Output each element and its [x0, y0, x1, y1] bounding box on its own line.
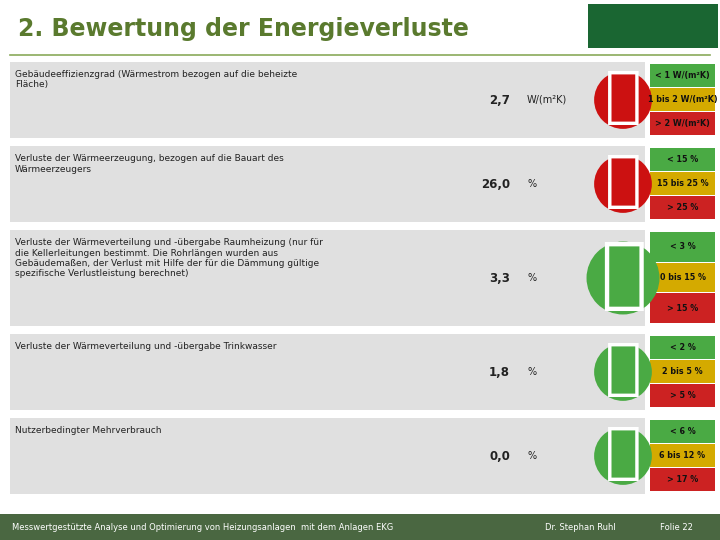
Text: 👍: 👍 [605, 340, 642, 399]
FancyBboxPatch shape [650, 293, 715, 323]
Text: %: % [527, 367, 536, 377]
FancyBboxPatch shape [650, 262, 715, 292]
Text: Verluste der Wärmeverteilung und -übergabe Trinkwasser: Verluste der Wärmeverteilung und -überga… [15, 342, 276, 351]
Text: 6 bis 12 %: 6 bis 12 % [660, 451, 706, 460]
Text: 2,7: 2,7 [489, 93, 510, 106]
Circle shape [594, 343, 652, 401]
Text: %: % [527, 179, 536, 189]
FancyBboxPatch shape [650, 112, 715, 135]
Text: > 15 %: > 15 % [667, 303, 698, 313]
FancyBboxPatch shape [0, 0, 720, 518]
Text: 26,0: 26,0 [481, 178, 510, 191]
FancyBboxPatch shape [10, 146, 645, 222]
Text: Nutzerbedingter Mehrverbrauch: Nutzerbedingter Mehrverbrauch [15, 426, 161, 435]
Circle shape [594, 71, 652, 129]
FancyBboxPatch shape [650, 172, 715, 195]
FancyBboxPatch shape [10, 62, 645, 138]
Text: > 5 %: > 5 % [670, 391, 696, 400]
FancyBboxPatch shape [10, 334, 645, 410]
Text: Wärmeerzeugers: Wärmeerzeugers [15, 165, 92, 173]
FancyBboxPatch shape [650, 64, 715, 87]
Circle shape [587, 241, 660, 314]
Text: Dr. Stephan Ruhl: Dr. Stephan Ruhl [545, 523, 616, 531]
Text: 1 bis 2 W/(m²K): 1 bis 2 W/(m²K) [648, 95, 717, 104]
Text: Verluste der Wärmeerzeugung, bezogen auf die Bauart des: Verluste der Wärmeerzeugung, bezogen auf… [15, 154, 284, 163]
FancyBboxPatch shape [650, 88, 715, 111]
Text: 2 bis 5 %: 2 bis 5 % [662, 367, 703, 376]
FancyBboxPatch shape [588, 4, 718, 48]
Text: W/(m²K): W/(m²K) [527, 95, 567, 105]
Circle shape [594, 155, 652, 213]
Text: < 2 %: < 2 % [670, 343, 696, 352]
Circle shape [594, 427, 652, 485]
Text: Gebäudemaßen, der Verlust mit Hilfe der für die Dämmung gültige: Gebäudemaßen, der Verlust mit Hilfe der … [15, 259, 319, 268]
FancyBboxPatch shape [650, 148, 715, 171]
FancyBboxPatch shape [650, 336, 715, 359]
Text: 15 bis 25 %: 15 bis 25 % [657, 179, 708, 188]
FancyBboxPatch shape [650, 196, 715, 219]
Text: 2. Bewertung der Energieverluste: 2. Bewertung der Energieverluste [18, 17, 469, 41]
Text: 3,3: 3,3 [489, 272, 510, 285]
Text: %: % [527, 273, 536, 283]
Text: Folie 22: Folie 22 [660, 523, 693, 531]
Text: 0 bis 15 %: 0 bis 15 % [660, 273, 706, 282]
Text: 👍: 👍 [605, 424, 642, 483]
Text: Messwertgestützte Analyse und Optimierung von Heizungsanlagen  mit dem Anlagen E: Messwertgestützte Analyse und Optimierun… [12, 523, 393, 531]
Text: 👍: 👍 [600, 237, 647, 313]
FancyBboxPatch shape [650, 232, 715, 262]
Text: Verluste der Wärmeverteilung und -übergabe Raumheizung (nur für: Verluste der Wärmeverteilung und -überga… [15, 238, 323, 247]
FancyBboxPatch shape [10, 418, 645, 494]
Text: spezifische Verlustleistung berechnet): spezifische Verlustleistung berechnet) [15, 269, 189, 279]
FancyBboxPatch shape [650, 384, 715, 407]
FancyBboxPatch shape [650, 360, 715, 383]
Text: > 2 W/(m²K): > 2 W/(m²K) [655, 119, 710, 128]
Text: Fläche): Fläche) [15, 80, 48, 90]
FancyBboxPatch shape [650, 420, 715, 443]
Text: 👎: 👎 [605, 152, 642, 211]
Text: < 6 %: < 6 % [670, 427, 696, 436]
Text: 0,0: 0,0 [489, 449, 510, 462]
FancyBboxPatch shape [650, 444, 715, 467]
Text: Gebäudeeffizienzgrad (Wärmestrom bezogen auf die beheizte: Gebäudeeffizienzgrad (Wärmestrom bezogen… [15, 70, 297, 79]
Text: %: % [527, 451, 536, 461]
Text: 👎: 👎 [605, 68, 642, 127]
Text: 1,8: 1,8 [489, 366, 510, 379]
Text: > 25 %: > 25 % [667, 203, 698, 212]
FancyBboxPatch shape [0, 514, 720, 540]
Text: < 1 W/(m²K): < 1 W/(m²K) [655, 71, 710, 80]
Text: die Kellerleitungen bestimmt. Die Rohrlängen wurden aus: die Kellerleitungen bestimmt. Die Rohrlä… [15, 248, 278, 258]
FancyBboxPatch shape [650, 468, 715, 491]
Text: < 15 %: < 15 % [667, 155, 698, 164]
Text: < 3 %: < 3 % [670, 242, 696, 251]
FancyBboxPatch shape [10, 230, 645, 326]
Text: > 17 %: > 17 % [667, 475, 698, 484]
